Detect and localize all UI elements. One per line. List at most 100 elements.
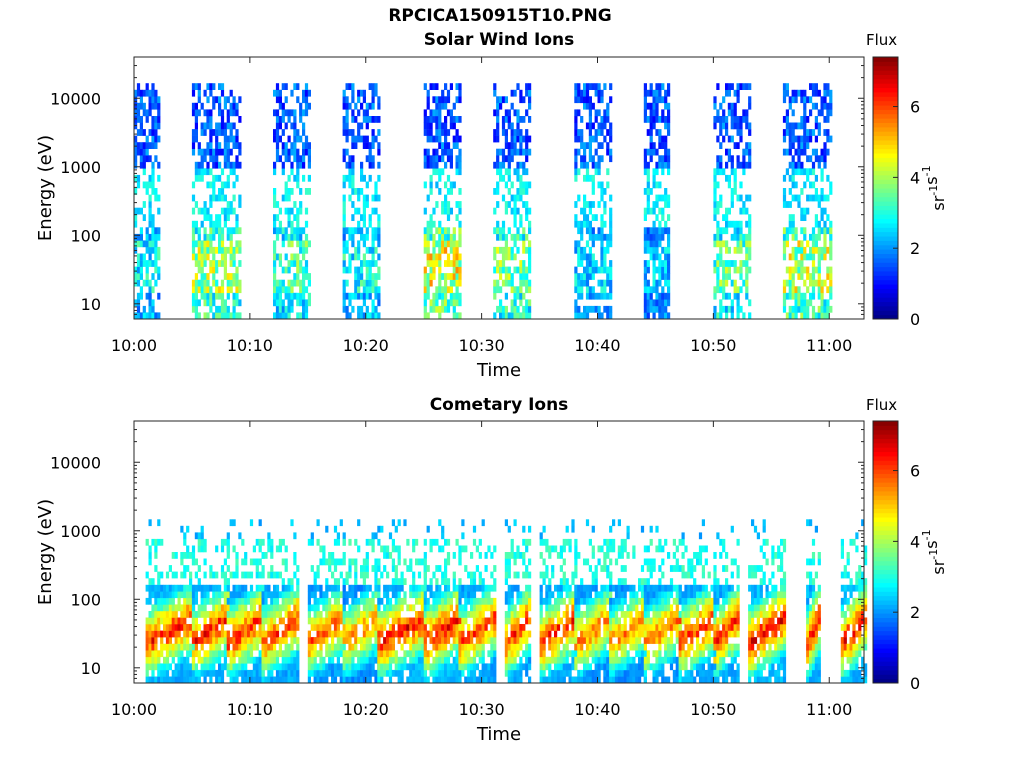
spectrogram-cell: [377, 669, 381, 677]
spectrogram-cell: [360, 233, 364, 241]
spectrogram-cell: [525, 591, 529, 599]
spectrogram-cell: [446, 584, 451, 592]
spectrogram-cell: [160, 571, 164, 579]
spectrogram-cell: [160, 676, 164, 684]
spectrogram-cell: [730, 109, 734, 117]
spectrogram-cell: [809, 83, 813, 90]
spectrogram-cell: [296, 253, 300, 261]
spectrogram-cell: [811, 227, 816, 235]
spectrogram-cell: [273, 611, 277, 618]
spectrogram-cell: [215, 122, 219, 130]
spectrogram-cell: [218, 584, 222, 592]
spectrogram-cell: [223, 266, 227, 274]
spectrogram-cell: [168, 663, 172, 671]
spectrogram-cell: [501, 129, 506, 136]
spectrogram-cell: [362, 591, 366, 599]
spectrogram-cell: [733, 220, 737, 228]
spectrogram-cell: [588, 129, 592, 136]
spectrogram-cell: [148, 89, 152, 97]
spectrogram-cell: [284, 597, 288, 605]
spectrogram-cell: [432, 299, 436, 307]
spectrogram-cell: [229, 637, 233, 644]
spectrogram-cell: [336, 578, 340, 585]
spectrogram-cell: [736, 286, 740, 294]
spectrogram-cell: [380, 656, 384, 664]
spectrogram-cell: [455, 643, 459, 651]
spectrogram-cell: [365, 656, 369, 664]
spectrogram-cell: [803, 207, 807, 215]
spectrogram-cell: [594, 292, 598, 300]
spectrogram-cell: [287, 299, 291, 307]
spectrogram-cell: [829, 233, 833, 241]
spectrogram-cell: [296, 669, 300, 677]
spectrogram-cell: [197, 260, 201, 267]
spectrogram-cell: [415, 650, 419, 658]
spectrogram-cell: [409, 643, 413, 651]
spectrogram-cell: [496, 122, 500, 130]
spectrogram-cell: [374, 260, 378, 267]
spectrogram-cell: [148, 201, 152, 208]
spectrogram-cell: [290, 260, 294, 267]
spectrogram-cell: [148, 129, 152, 136]
spectrogram-cell: [588, 135, 592, 143]
spectrogram-cell: [191, 89, 196, 97]
spectrogram-cell: [435, 148, 439, 156]
spectrogram-cell: [223, 96, 227, 104]
spectrogram-cell: [264, 597, 268, 605]
spectrogram-cell: [516, 116, 520, 123]
colorbar-segment: [873, 257, 898, 263]
spectrogram-cell: [293, 611, 297, 618]
spectrogram-cell: [142, 201, 146, 208]
spectrogram-cell: [826, 109, 830, 117]
spectrogram-cell: [594, 305, 598, 313]
spectrogram-cell: [255, 676, 259, 684]
spectrogram-cell: [293, 142, 297, 149]
spectrogram-cell: [377, 611, 381, 618]
spectrogram-cell: [194, 597, 198, 605]
spectrogram-cell: [342, 266, 346, 274]
spectrogram-cell: [377, 194, 381, 202]
spectrogram-cell: [785, 233, 789, 241]
spectrogram-cell: [394, 578, 398, 585]
spectrogram-cell: [362, 597, 366, 605]
spectrogram-cell: [574, 273, 578, 280]
spectrogram-cell: [229, 597, 233, 605]
spectrogram-cell: [226, 565, 230, 572]
spectrogram-cell: [438, 604, 442, 612]
spectrogram-cell: [525, 142, 529, 149]
spectrogram-cell: [186, 650, 190, 658]
spectrogram-cell: [516, 233, 520, 241]
spectrogram-cell: [357, 253, 361, 261]
spectrogram-cell: [383, 643, 387, 651]
spectrogram-cell: [432, 604, 436, 612]
spectrogram-cell: [284, 292, 288, 300]
spectrogram-cell: [348, 292, 352, 300]
spectrogram-cell: [733, 188, 737, 195]
spectrogram-cell: [397, 611, 401, 618]
spectrogram-cell: [368, 142, 372, 149]
spectrogram-cell: [275, 109, 280, 117]
spectrogram-cell: [194, 624, 198, 631]
spectrogram-cell: [200, 266, 204, 274]
spectrogram-cell: [519, 676, 523, 684]
spectrogram-cell: [458, 273, 462, 280]
spectrogram-cell: [278, 312, 282, 320]
spectrogram-cell: [342, 604, 346, 612]
spectrogram-cell: [481, 637, 485, 644]
spectrogram-cell: [290, 656, 294, 664]
spectrogram-cell: [235, 109, 239, 117]
spectrogram-cell: [345, 617, 349, 625]
spectrogram-cell: [325, 624, 329, 631]
spectrogram-cell: [267, 630, 271, 638]
spectrogram-cell: [814, 155, 818, 163]
spectrogram-cell: [333, 584, 338, 592]
spectrogram-cell: [194, 161, 198, 169]
spectrogram-cell: [264, 552, 268, 559]
spectrogram-cell: [438, 155, 442, 163]
spectrogram-cell: [365, 663, 369, 671]
spectrogram-cell: [823, 299, 827, 307]
spectrogram-cell: [510, 669, 514, 677]
spectrogram-cell: [609, 260, 613, 267]
spectrogram-cell: [267, 650, 271, 658]
spectrogram-cell: [727, 207, 731, 215]
